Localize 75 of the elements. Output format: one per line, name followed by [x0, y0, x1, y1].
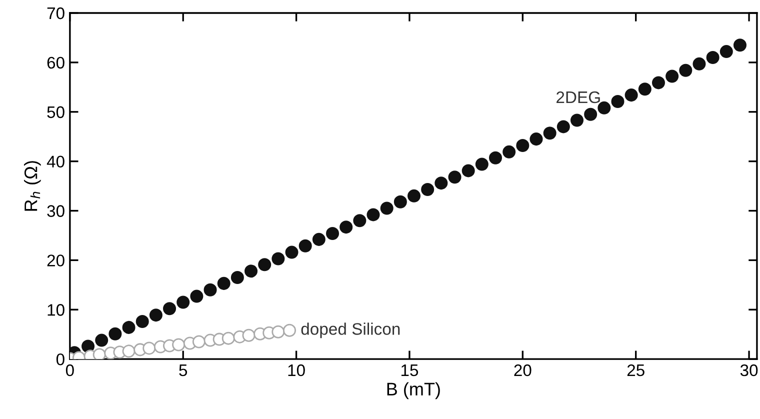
point	[733, 38, 746, 52]
point	[285, 246, 298, 259]
point	[475, 158, 488, 171]
point	[326, 226, 340, 240]
point	[543, 126, 556, 140]
point	[556, 120, 570, 134]
point	[340, 220, 353, 234]
x-tick-label: 10	[288, 364, 305, 376]
point	[122, 320, 136, 334]
point	[516, 138, 530, 152]
y-tick-label: 40	[46, 156, 64, 168]
point	[353, 214, 366, 228]
point	[172, 338, 186, 352]
y-axis-title: R$_{h}$ (Ω)	[24, 161, 41, 211]
y-tick-label: 20	[47, 254, 64, 266]
x-tick-label: 5	[179, 364, 188, 376]
point	[706, 50, 720, 64]
point	[380, 202, 394, 215]
x-tick-label: 0	[66, 364, 74, 376]
point	[366, 208, 380, 222]
point	[408, 189, 421, 202]
point	[258, 258, 272, 272]
point	[692, 57, 706, 70]
point	[149, 308, 162, 322]
point	[142, 342, 156, 355]
point	[282, 324, 296, 337]
point	[624, 88, 638, 102]
point	[570, 114, 584, 127]
point	[679, 64, 692, 77]
point	[611, 94, 624, 108]
y-tick-label: 50	[47, 106, 64, 118]
x-tick-label: 25	[627, 364, 644, 376]
point	[92, 348, 106, 360]
point	[95, 334, 108, 347]
point	[584, 108, 598, 121]
point	[176, 296, 190, 309]
point	[230, 271, 244, 284]
point	[122, 344, 136, 358]
series-label: doped Silicon	[301, 322, 400, 338]
point	[448, 170, 462, 184]
point	[462, 164, 475, 178]
point	[298, 239, 312, 252]
point	[272, 252, 285, 266]
point	[666, 70, 679, 83]
y-tick-label: 0	[56, 353, 64, 366]
point	[502, 145, 516, 158]
point	[108, 327, 122, 340]
point	[488, 151, 502, 164]
y-tick-label: 70	[47, 7, 64, 20]
y-tick-label: 30	[47, 205, 64, 217]
x-tick-label: 20	[514, 364, 532, 376]
point	[190, 290, 204, 303]
point	[222, 332, 235, 345]
point	[204, 283, 217, 296]
x-axis-title: B (mT)	[387, 382, 440, 400]
point	[394, 195, 407, 208]
point	[217, 276, 230, 290]
point	[163, 302, 176, 316]
point	[421, 182, 434, 196]
point	[652, 76, 665, 90]
point	[192, 335, 206, 348]
x-tick-label: 15	[401, 364, 418, 376]
point	[530, 132, 543, 146]
point	[272, 325, 285, 338]
point	[242, 328, 256, 342]
point	[434, 176, 448, 190]
y-tick-label: 10	[48, 304, 64, 316]
point	[720, 45, 733, 58]
series-label: 2DEG	[556, 91, 600, 104]
x-tick-label: 30	[740, 364, 758, 376]
point	[312, 232, 326, 246]
y-tick-label: 60	[47, 56, 64, 69]
point	[638, 82, 652, 96]
point	[244, 264, 258, 278]
point	[136, 315, 149, 328]
